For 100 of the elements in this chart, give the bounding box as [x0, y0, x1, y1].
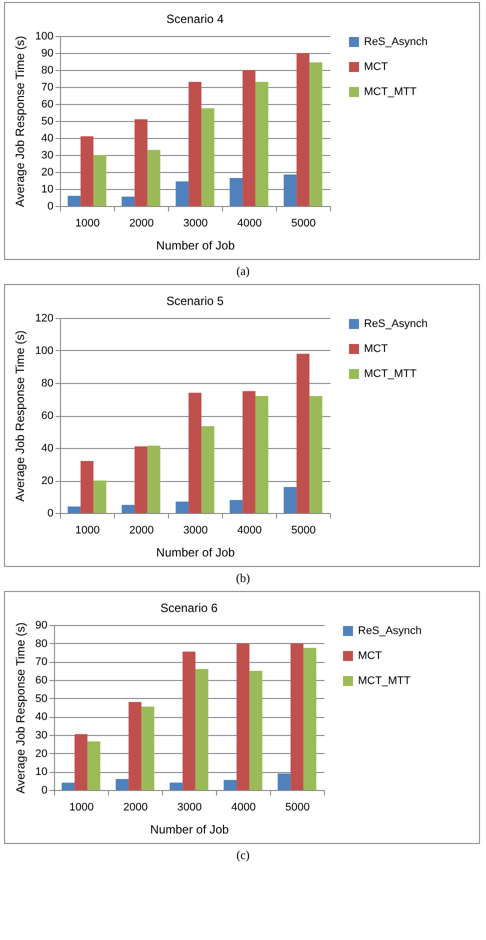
legend-label: MCT_MTT: [358, 675, 411, 687]
y-tick-label: 20: [35, 748, 48, 760]
y-tick-label: 70: [35, 656, 48, 668]
text: (b): [235, 570, 251, 587]
bar: [176, 502, 189, 513]
y-tick-label: 60: [41, 98, 54, 110]
x-tick-label: 2000: [123, 802, 148, 814]
bar: [284, 174, 297, 206]
legend-label: MCT: [364, 61, 388, 73]
y-tick-label: 40: [41, 442, 54, 454]
bar: [62, 782, 75, 790]
chart-title: Scenario 6: [160, 601, 218, 615]
legend-label: MCT_MTT: [364, 86, 417, 98]
bar: [122, 504, 135, 513]
bar: [303, 648, 316, 790]
bar: [170, 782, 183, 790]
y-tick-label: 100: [35, 30, 54, 42]
bar: [242, 70, 256, 206]
bar: [195, 669, 208, 790]
bar: [176, 181, 189, 206]
bar: [188, 82, 202, 206]
bar: [230, 500, 243, 513]
bar: [87, 741, 100, 790]
x-tick-label: 4000: [237, 524, 262, 536]
bar: [242, 391, 256, 513]
x-tick-label: 3000: [177, 802, 202, 814]
bar: [201, 426, 214, 513]
y-tick-label: 20: [41, 475, 54, 487]
x-tick-label: 4000: [231, 802, 256, 814]
bar: [80, 136, 94, 206]
chart-title: Scenario 4: [166, 12, 224, 26]
bar: [230, 178, 243, 206]
y-tick-label: 50: [35, 692, 48, 705]
bar: [147, 446, 160, 513]
x-tick-label: 3000: [183, 218, 208, 230]
y-tick-label: 60: [41, 410, 54, 422]
y-tick-label: 100: [35, 345, 54, 357]
bar: [134, 446, 148, 513]
bar: [296, 53, 310, 206]
y-tick-label: 120: [35, 312, 54, 324]
bar: [68, 506, 81, 513]
x-axis-title: Number of Job: [156, 546, 236, 560]
bar: [255, 82, 268, 206]
x-axis-title: Number of Job: [150, 822, 230, 836]
y-tick-label: 30: [41, 150, 54, 162]
x-tick-label: 4000: [237, 218, 262, 230]
y-tick-label: 10: [41, 184, 54, 196]
legend-label: MCT: [364, 343, 388, 355]
y-tick-label: 80: [41, 64, 54, 76]
bar: [296, 354, 310, 513]
x-tick-label: 3000: [183, 524, 208, 536]
x-axis-title: Number of Job: [156, 238, 236, 252]
bar: [284, 487, 297, 513]
y-tick-label: 80: [41, 378, 54, 390]
bar: [309, 62, 322, 206]
x-tick-label: 2000: [129, 218, 154, 230]
bar: [134, 119, 148, 206]
bar: [182, 652, 196, 790]
bar: [80, 461, 94, 513]
y-tick-label: 70: [41, 82, 54, 94]
bar: [309, 396, 322, 513]
y-tick-label: 40: [35, 711, 48, 724]
bar: [249, 670, 262, 790]
bar: [128, 702, 142, 790]
bar: [122, 196, 135, 206]
bar: [255, 396, 268, 513]
x-tick-label: 1000: [69, 802, 94, 814]
bar: [224, 780, 237, 790]
chart-title: Scenario 5: [166, 294, 224, 308]
y-axis-title: Average Job Response Time (s): [13, 622, 28, 794]
y-tick-label: 60: [35, 674, 48, 686]
legend-label: MCT: [358, 650, 382, 662]
bar: [278, 774, 291, 790]
bar: [68, 196, 81, 206]
bar: [147, 150, 160, 206]
x-tick-label: 2000: [129, 524, 154, 536]
x-tick-label: 5000: [291, 218, 316, 230]
y-axis-title: Average Job Response Time (s): [13, 330, 28, 502]
y-tick-label: 80: [35, 638, 48, 650]
bar: [116, 779, 129, 790]
y-axis-title: Average Job Response Time (s): [13, 36, 28, 208]
bar: [290, 643, 304, 790]
legend-label: MCT_MTT: [364, 368, 417, 380]
bar: [74, 734, 88, 790]
bar: [201, 108, 214, 206]
bar: [93, 155, 106, 206]
y-tick-label: 90: [35, 620, 48, 632]
legend-label: ReS_Asynch: [358, 625, 422, 637]
text: (a): [235, 263, 251, 280]
legend-label: ReS_Asynch: [364, 36, 428, 48]
bar: [93, 480, 106, 513]
x-tick-label: 1000: [75, 218, 100, 230]
bar: [236, 643, 250, 790]
legend-label: ReS_Asynch: [364, 318, 428, 330]
y-tick-label: 50: [41, 116, 54, 128]
bar: [141, 706, 154, 790]
y-tick-label: 30: [35, 730, 48, 742]
y-tick-label: 0: [47, 508, 54, 520]
y-tick-label: 40: [41, 132, 54, 144]
x-tick-label: 5000: [285, 802, 310, 814]
